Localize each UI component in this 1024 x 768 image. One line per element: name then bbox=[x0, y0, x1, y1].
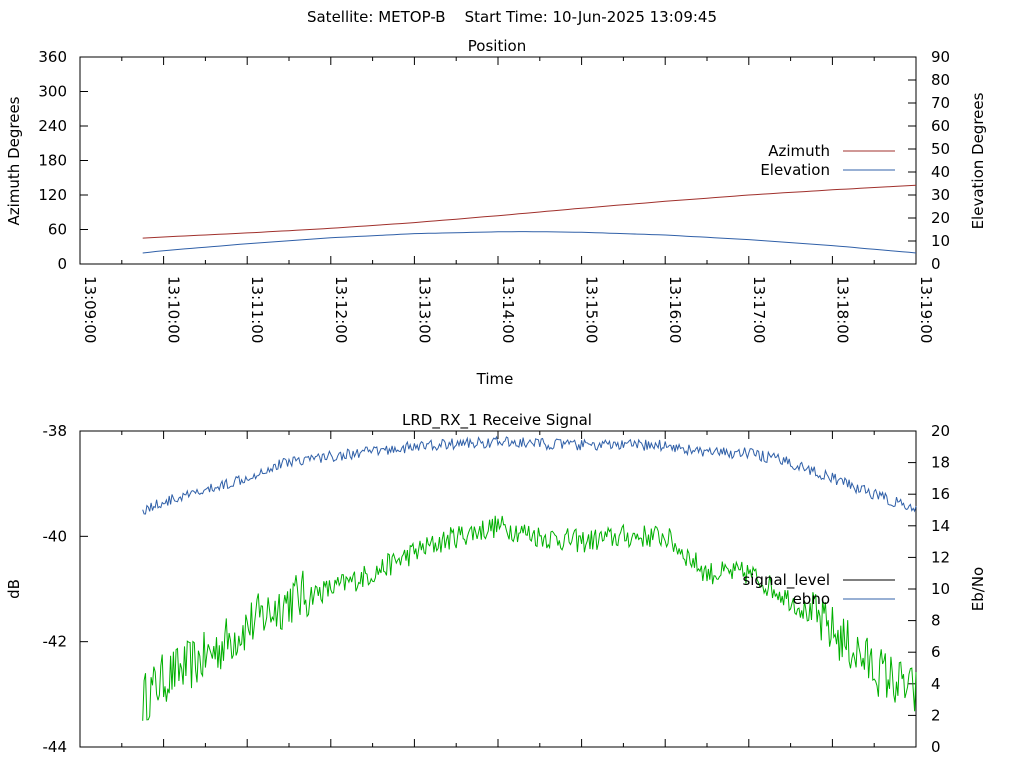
x-tick-label: 13:17:00 bbox=[750, 276, 768, 343]
y2-tick-label: 90 bbox=[931, 48, 950, 66]
y2-tick-label: 80 bbox=[931, 71, 950, 89]
position-chart-title: Position bbox=[468, 37, 526, 55]
y2-tick-label: 2 bbox=[931, 706, 941, 724]
x-tick-label: 13:18:00 bbox=[833, 276, 851, 343]
y2-tick-label: 60 bbox=[931, 117, 950, 135]
y-tick-label: -42 bbox=[43, 633, 68, 651]
y2-tick-label: 40 bbox=[931, 163, 950, 181]
y2-tick-label: 30 bbox=[931, 186, 950, 204]
series-line-ebno bbox=[142, 435, 917, 515]
signal-plot-frame bbox=[79, 430, 917, 748]
legend-label-elevation: Elevation bbox=[760, 161, 830, 179]
x-tick-label: 13:16:00 bbox=[666, 276, 684, 343]
y2-tick-label: 12 bbox=[931, 548, 950, 566]
series-line-signal-level bbox=[142, 515, 917, 721]
signal-legend: signal_level ebno bbox=[742, 571, 895, 608]
signal-x-ticks bbox=[79, 431, 917, 747]
y-tick-label: -40 bbox=[43, 527, 68, 545]
position-y2-axis-label: Elevation Degrees bbox=[969, 92, 987, 229]
y2-tick-label: 10 bbox=[931, 580, 950, 598]
signal-series bbox=[142, 435, 917, 721]
legend-label-signal-level: signal_level bbox=[742, 571, 830, 590]
y2-tick-label: 0 bbox=[931, 738, 941, 756]
position-chart: Position 13:09:00 13:10:00 13:11:00 13:12:0… bbox=[5, 37, 987, 388]
series-line-elevation bbox=[142, 231, 917, 254]
y-tick-label: 180 bbox=[38, 152, 67, 170]
y2-tick-label: 0 bbox=[931, 255, 941, 273]
position-series bbox=[142, 184, 917, 254]
position-y-ticks: 0 60 120 180 240 300 360 bbox=[38, 48, 88, 273]
position-y-axis-label: Azimuth Degrees bbox=[5, 96, 23, 225]
position-x-ticks: 13:09:00 13:10:00 13:11:00 13:12:00 13:13:00… bbox=[79, 57, 935, 343]
y2-tick-label: 20 bbox=[931, 209, 950, 227]
x-tick-label: 13:11:00 bbox=[248, 276, 266, 343]
legend-label-azimuth: Azimuth bbox=[768, 142, 830, 160]
x-tick-label: 13:15:00 bbox=[583, 276, 601, 343]
y2-tick-label: 18 bbox=[931, 454, 950, 472]
figure-title: Satellite: METOP-B Start Time: 10-Jun-20… bbox=[307, 8, 717, 26]
signal-chart-title: LRD_RX_1 Receive Signal bbox=[402, 411, 592, 430]
y2-tick-label: 6 bbox=[931, 643, 941, 661]
y2-tick-label: 16 bbox=[931, 485, 950, 503]
y2-tick-label: 50 bbox=[931, 140, 950, 158]
y-tick-label: -38 bbox=[43, 422, 68, 440]
y2-tick-label: 70 bbox=[931, 94, 950, 112]
x-tick-label: 13:12:00 bbox=[332, 276, 350, 343]
position-y2-ticks: 0 10 20 30 40 50 60 70 80 90 bbox=[908, 48, 950, 273]
signal-y2-ticks: 0 2 4 6 8 10 12 14 16 18 20 bbox=[908, 422, 950, 756]
y2-tick-label: 10 bbox=[931, 232, 950, 250]
position-legend: Azimuth Elevation bbox=[760, 142, 895, 179]
x-tick-label: 13:13:00 bbox=[415, 276, 433, 343]
y-tick-label: 120 bbox=[38, 186, 67, 204]
x-tick-label: 13:09:00 bbox=[81, 276, 99, 343]
signal-y2-axis-label: Eb/No bbox=[969, 567, 987, 611]
y-tick-label: 360 bbox=[38, 48, 67, 66]
x-tick-label: 13:19:00 bbox=[917, 276, 935, 343]
x-tick-label: 13:10:00 bbox=[165, 276, 183, 343]
y2-tick-label: 14 bbox=[931, 517, 950, 535]
y-tick-label: 240 bbox=[38, 117, 67, 135]
y-tick-label: 0 bbox=[57, 255, 67, 273]
signal-chart: LRD_RX_1 Receive Signal -44 -42 -40 -38 0 2 4… bbox=[5, 411, 987, 756]
legend-label-ebno: ebno bbox=[793, 590, 830, 608]
y-tick-label: -44 bbox=[43, 738, 68, 756]
y2-tick-label: 4 bbox=[931, 675, 941, 693]
y-tick-label: 60 bbox=[48, 221, 67, 239]
y-tick-label: 300 bbox=[38, 83, 67, 101]
y2-tick-label: 8 bbox=[931, 612, 941, 630]
series-line-azimuth bbox=[142, 184, 917, 239]
position-x-axis-label: Time bbox=[476, 370, 514, 388]
x-tick-label: 13:14:00 bbox=[499, 276, 517, 343]
signal-y-axis-label: dB bbox=[5, 579, 23, 599]
signal-y-ticks: -44 -42 -40 -38 bbox=[43, 422, 88, 756]
y2-tick-label: 20 bbox=[931, 422, 950, 440]
